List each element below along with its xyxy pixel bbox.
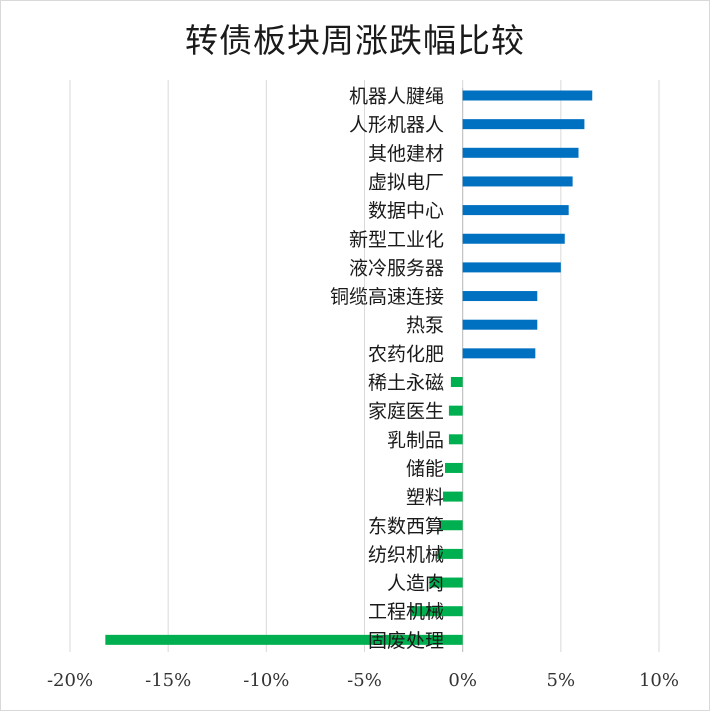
bar (462, 348, 536, 359)
x-tick-label: 0% (448, 670, 477, 691)
bar (437, 548, 463, 559)
category-label: 热泵 (406, 315, 444, 337)
category-label: 农药化肥 (368, 343, 444, 365)
bar (448, 434, 463, 445)
category-label: 乳制品 (387, 429, 444, 451)
category-label: 人形机器人 (349, 114, 444, 136)
category-label: 工程机械 (368, 601, 444, 623)
bar (462, 147, 579, 158)
bar (439, 520, 463, 531)
category-label: 数据中心 (368, 200, 444, 222)
x-tick-label: -15% (145, 670, 191, 691)
x-tick-label: -10% (243, 670, 289, 691)
bar (411, 606, 463, 617)
bar (105, 634, 463, 645)
category-labels: 机器人腱绳人形机器人其他建材虚拟电厂数据中心新型工业化液冷服务器铜缆高速连接热泵… (330, 86, 444, 652)
bar (462, 319, 538, 330)
x-tick-label: -5% (347, 670, 382, 691)
category-label: 储能 (406, 458, 444, 480)
bar (450, 377, 463, 387)
category-label: 虚拟电厂 (368, 171, 444, 193)
chart-title: 转债板块周涨跌幅比较 (185, 21, 525, 60)
category-label: 其他建材 (368, 143, 444, 165)
gridlines (69, 80, 660, 652)
bar (462, 119, 585, 130)
category-label: 东数西算 (368, 515, 444, 537)
category-label: 家庭医生 (368, 401, 444, 423)
x-tick-label: -20% (47, 670, 93, 691)
bar (462, 90, 593, 101)
category-label: 固废处理 (368, 630, 444, 652)
bar (462, 205, 569, 216)
category-label: 稀土永磁 (368, 372, 444, 394)
category-label: 人造肉 (387, 573, 444, 595)
bar (462, 262, 561, 273)
bars (105, 90, 593, 645)
x-tick-labels: -20% -15% -10% -5% 0% 5% 10% (47, 670, 679, 691)
bar (429, 577, 463, 588)
category-label: 铜缆高速连接 (330, 286, 444, 308)
bar (448, 405, 463, 416)
x-tick-label: 10% (639, 670, 679, 691)
category-label: 塑料 (406, 487, 444, 509)
category-label: 新型工业化 (349, 229, 444, 251)
bar (444, 462, 463, 473)
x-tick-label: 5% (547, 670, 576, 691)
bar (443, 491, 463, 502)
category-label: 机器人腱绳 (349, 86, 444, 108)
category-label: 纺织机械 (368, 544, 444, 566)
bar (462, 176, 573, 187)
bar (462, 233, 565, 244)
bar (462, 291, 538, 302)
category-label: 液冷服务器 (349, 257, 444, 279)
